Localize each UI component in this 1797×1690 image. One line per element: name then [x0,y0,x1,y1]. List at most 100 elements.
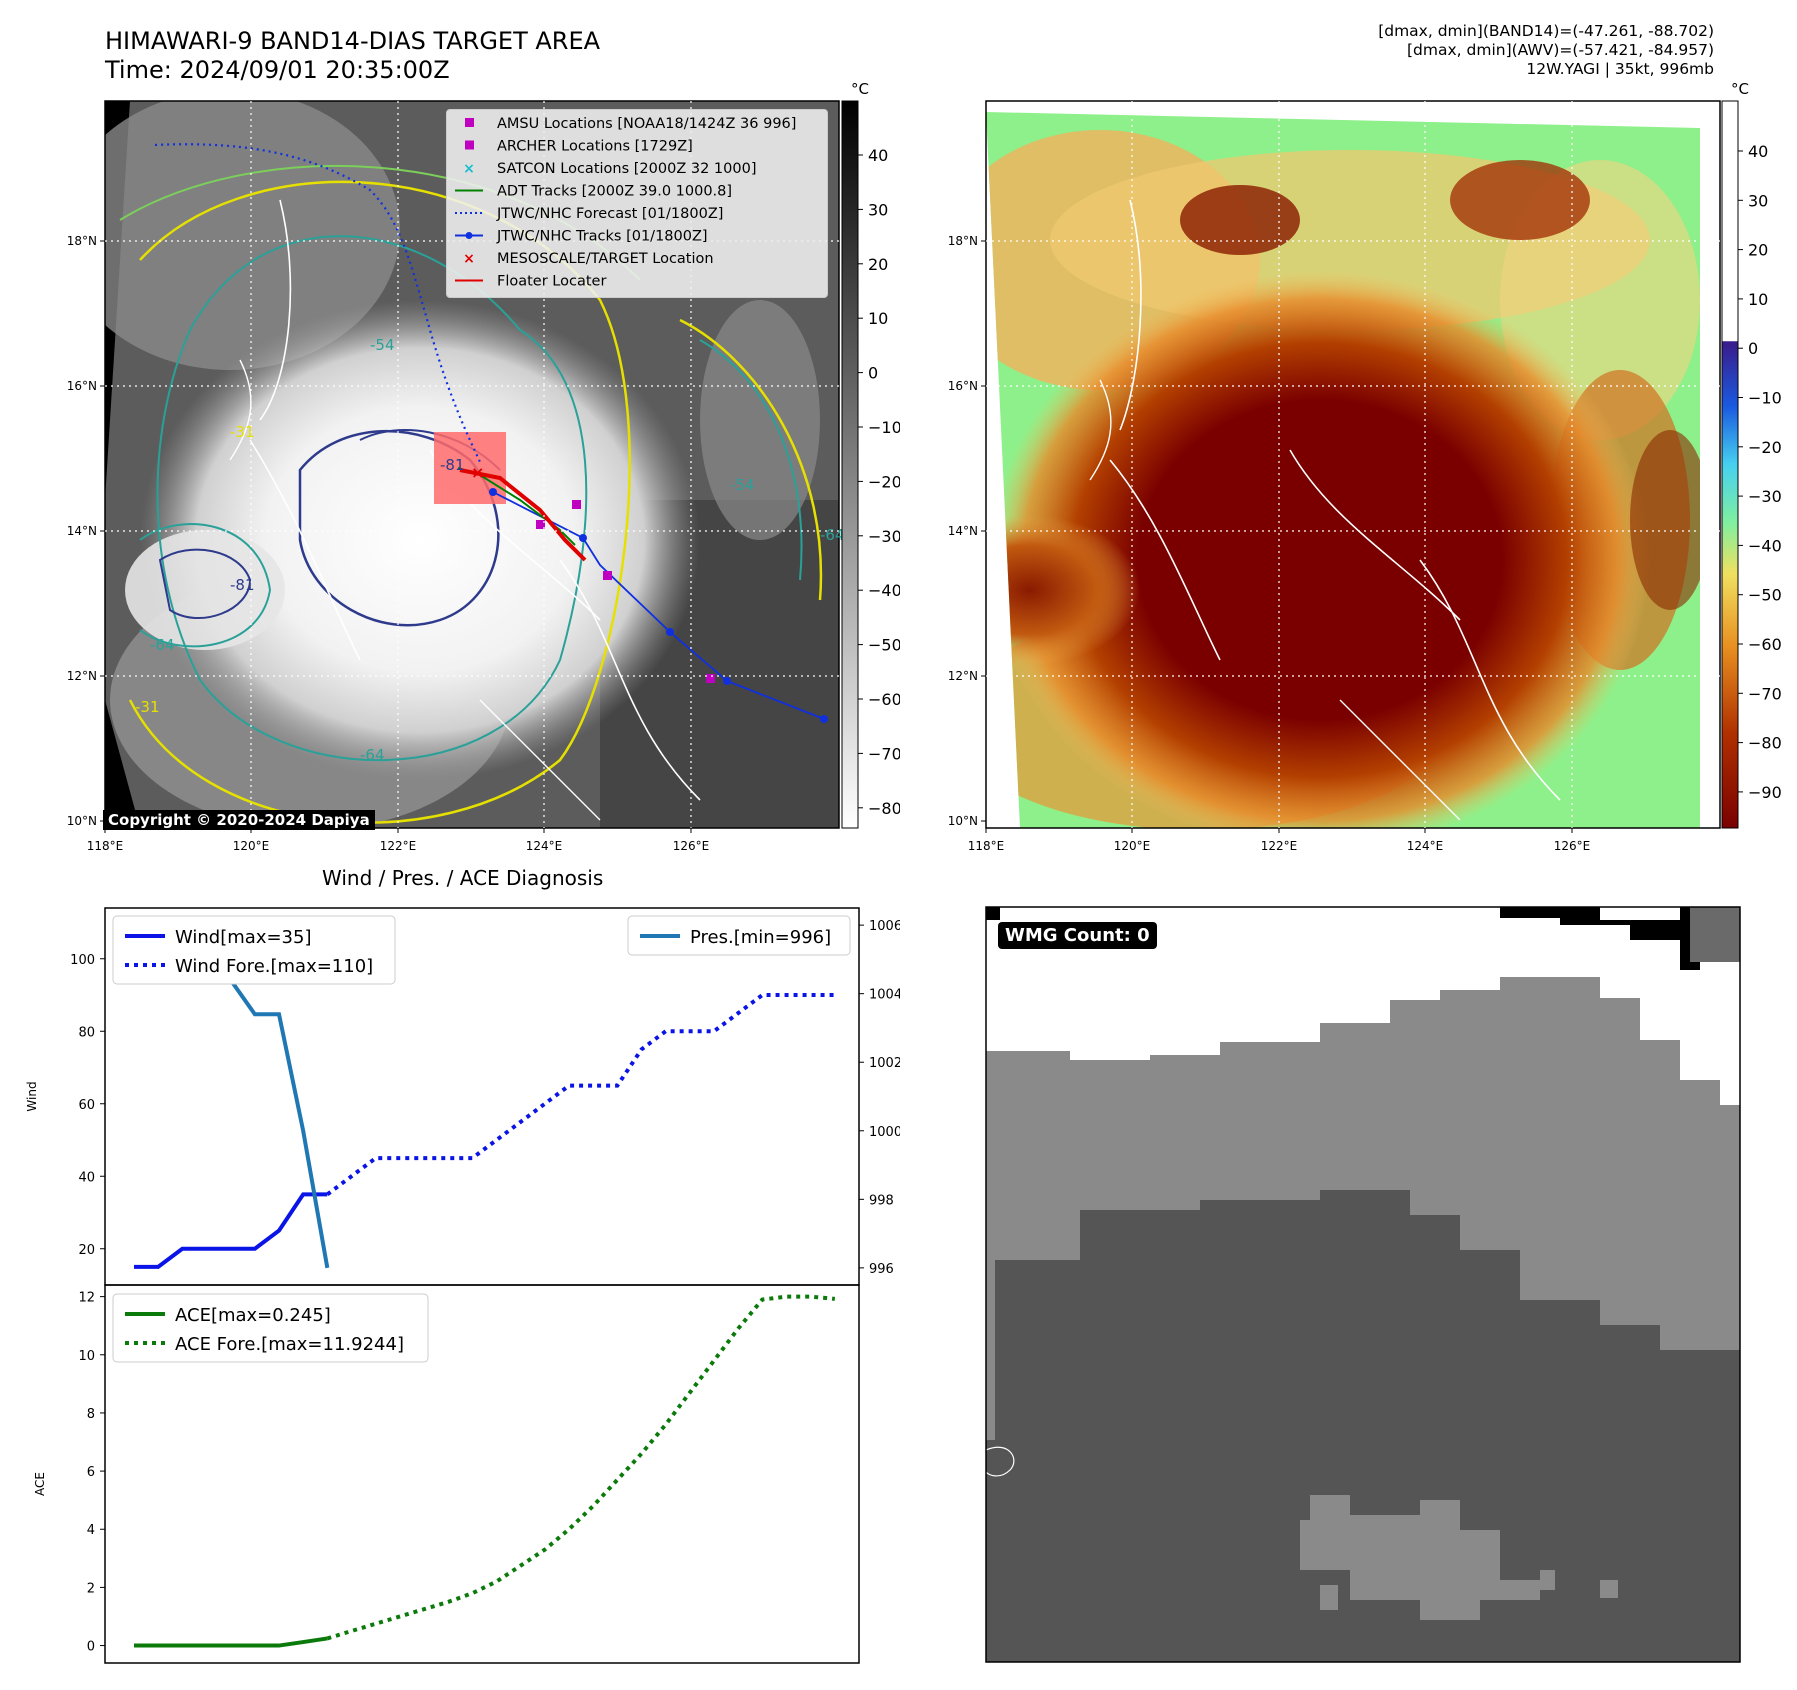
colorbar-tick-label: −80 [868,799,900,818]
legend-item: × MESOSCALE/TARGET Location [463,251,713,267]
wv-map-gridlines [986,101,1720,828]
chart-legend: Pres.[min=996] [627,915,851,956]
legend-item: × SATCON Locations [2000Z 32 1000] [463,161,756,177]
series-line [134,1636,328,1648]
lat-tick-label: 18°N [67,234,97,248]
colorbar-tick-label: −60 [1748,635,1782,654]
series-line [326,1294,836,1641]
colorbar-tick-label: 10 [868,309,888,328]
colorbar-tick-label: 0 [868,364,878,383]
colorbar-tick-label: −10 [1748,389,1782,408]
lat-tick-label: 14°N [948,524,978,538]
diagnosis-chart: 20 40 60 80 100 996 998 1000 1002 1004 1006 0 2 4 6 8 10… [25,907,900,1664]
wv-lat-ticks: 18°N 16°N 14°N 12°N 10°N [948,234,986,828]
colorbar-tick-label: −90 [1748,783,1782,802]
pressure-tick-label: 1000 [869,1125,900,1140]
colorbar-tick-label: −50 [1748,586,1782,605]
wmg-panel [985,906,1741,1663]
pressure-tick-label: 1004 [869,988,900,1003]
colorbar-tick-label: −30 [1748,487,1782,506]
contour-label: -54 [370,336,395,354]
wv-map-panel: 118°E 120°E 122°E 124°E 126°E 18°N 16°N 14°N 12… [948,100,1782,853]
legend-label: Floater Locater [497,274,606,290]
colorbar-tick-label: 40 [868,146,888,165]
legend-label: ARCHER Locations [1729Z] [497,139,693,155]
chart-legend: ACE[max=0.245] ACE Fore.[max=11.9244] [112,1293,429,1363]
lon-tick-label: 124°E [1407,839,1444,853]
pressure-tick-label: 998 [869,1193,894,1208]
colorbar-tick-label: 40 [1748,142,1768,161]
title-line-1: HIMAWARI-9 BAND14-DIAS TARGET AREA [105,27,601,55]
lon-tick-label: 122°E [380,839,417,853]
wv-map-frame [985,100,1721,829]
legend-label: JTWC/NHC Forecast [01/1800Z] [496,206,723,222]
pressure-tick-label: 996 [869,1262,894,1277]
lon-tick-label: 120°E [1114,839,1151,853]
colorbar-tick-label: −30 [868,527,900,546]
colorbar-tick-label: 30 [1748,191,1768,210]
chart-legend-label: Wind Fore.[max=110] [175,956,373,977]
ace-tick-label: 0 [87,1640,95,1655]
ace-axes [104,1284,860,1664]
contour-label: -64 [150,636,175,654]
legend-label: SATCON Locations [2000Z 32 1000] [497,161,756,177]
contour-label: -31 [230,423,255,441]
wind-tick-label: 100 [70,953,95,968]
series-line [326,993,835,1196]
ace-tick-label: 10 [78,1349,95,1364]
wind-axis-label: Wind [25,1081,39,1111]
wv-colorbar-unit: °C [1731,80,1749,98]
colorbar-tick-label: −40 [1748,536,1782,555]
lon-tick-label: 118°E [87,839,124,853]
diagnosis-title: Wind / Pres. / ACE Diagnosis [322,866,604,890]
chart-legend: Wind[max=35] Wind Fore.[max=110] [112,915,396,985]
info-line-2: [dmax, dmin](AWV)=(-57.421, -84.957) [1407,41,1714,59]
legend-item: Floater Locater [455,274,606,290]
lat-tick-label: 18°N [948,234,978,248]
colorbar-tick-label: −70 [868,744,900,763]
wind-tick-label: 60 [78,1098,95,1113]
wv-colorbar-ticks: 40 30 20 10 0 −10 −20 −30 −40 −50 −60 −70 −80 −90 [1738,142,1782,802]
info-line-3: 12W.YAGI | 35kt, 996mb [1526,60,1714,78]
legend-item: ADT Tracks [2000Z 39.0 1000.8] [455,184,732,200]
ace-tick-label: 12 [78,1291,95,1306]
legend-label: JTWC/NHC Tracks [01/1800Z] [496,229,708,245]
contour-label: -64 [820,526,845,544]
legend-item: JTWC/NHC Forecast [01/1800Z] [455,206,723,222]
ir-map-frame [104,100,840,829]
wmg-frame [985,906,1741,1663]
ace-tick-label: 2 [87,1581,95,1596]
wind-tick-label: 40 [78,1170,95,1185]
series-line [134,1192,328,1269]
lat-tick-label: 16°N [67,379,97,393]
lon-tick-label: 122°E [1261,839,1298,853]
ace-tick-label: 4 [87,1523,95,1538]
wind-tick-label: 20 [78,1243,95,1258]
legend-label: ADT Tracks [2000Z 39.0 1000.8] [497,184,732,200]
contour-label: -31 [135,698,160,716]
ir-colorbar-unit: °C [851,80,869,98]
copyright-label: Copyright © 2020-2024 Dapiya [103,810,375,830]
ir-colorbar-ticks: 40 30 20 10 0 −10 −20 −30 −40 −50 −60 −70 −80 [858,146,900,818]
ir-contour-labels: -81 -64 -64 -54 -31 -31 -54 -64 -81 [135,336,845,764]
figure-title: HIMAWARI-9 BAND14-DIAS TARGET AREA Time:… [105,27,600,85]
wv-imagery [986,112,1700,828]
ir-lat-ticks: 18°N 16°N 14°N 12°N 10°N [67,234,105,828]
lon-tick-label: 126°E [1554,839,1591,853]
lat-tick-label: 16°N [948,379,978,393]
lat-tick-label: 14°N [67,524,97,538]
colorbar-tick-label: −10 [868,418,900,437]
colorbar-tick-label: 30 [868,200,888,219]
colorbar-tick-label: −80 [1748,734,1782,753]
colorbar-tick-label: −40 [868,581,900,600]
svg-text:×: × [463,161,475,177]
ace-tick-label: 6 [87,1465,95,1480]
title-line-2: Time: 2024/09/01 20:35:00Z [105,56,450,84]
colorbar-tick-label: 20 [868,255,888,274]
contour-label: -54 [730,476,755,494]
info-line-1: [dmax, dmin](BAND14)=(-47.261, -88.702) [1378,22,1714,40]
pressure-tick-label: 1006 [869,919,900,934]
contour-label: -81 [440,456,465,474]
lon-tick-label: 126°E [673,839,710,853]
colorbar-tick-label: −20 [1748,438,1782,457]
